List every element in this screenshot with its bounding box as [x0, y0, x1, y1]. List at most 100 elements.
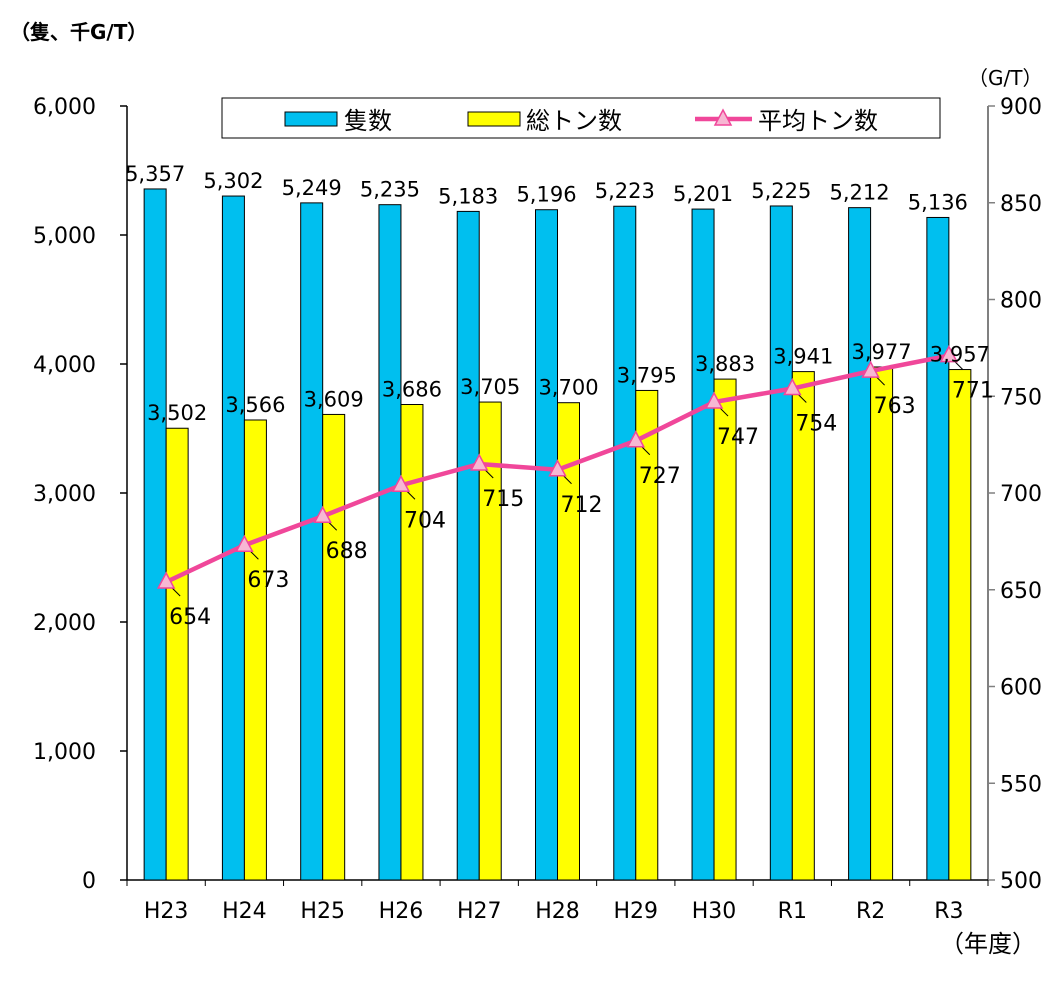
axes-layer: 0 1,000 2,000 3,000 4,000 5,000 6,000 500 550 600… [33, 95, 1042, 924]
line-point-average-tonnage [156, 571, 176, 589]
bar-vessel-count [143, 188, 167, 881]
bar-gross-tonnage [557, 402, 580, 881]
data-label-average-tonnage: 763 [874, 394, 916, 419]
legend-label-gross-tonnage: 総トン数 [526, 107, 622, 135]
y2-tick-label: 850 [1000, 192, 1042, 217]
data-label-average-tonnage: 712 [561, 493, 603, 518]
left-axis-unit: （隻、千G/T） [10, 20, 148, 44]
y-tick-label: 1,000 [33, 740, 96, 765]
data-label-gross-tonnage: 3,795 [617, 363, 677, 387]
data-label-vessel-count: 5,183 [438, 184, 498, 208]
bar-gross-tonnage [243, 419, 267, 881]
data-label-gross-tonnage: 3,941 [773, 345, 833, 369]
y-tick-label: 5,000 [33, 224, 96, 249]
bar-vessel-count [926, 216, 950, 881]
bar-vessel-count [221, 195, 245, 881]
bar-vessel-count [300, 202, 324, 881]
x-tick-label: H29 [613, 899, 658, 924]
bar-vessel-count [691, 208, 715, 881]
y2-tick-label: 600 [1000, 676, 1042, 701]
legend-label-vessel-count: 隻数 [344, 107, 392, 135]
legend-marker-average-tonnage [713, 108, 733, 126]
bar-gross-tonnage [791, 371, 815, 881]
data-label-average-tonnage: 771 [952, 379, 994, 404]
x-tick-label: H27 [457, 899, 502, 924]
data-label-vessel-count: 5,357 [125, 162, 185, 186]
bar-vessel-count [848, 207, 872, 881]
bar-gross-tonnage [635, 389, 659, 881]
line-point-average-tonnage [861, 360, 880, 378]
data-label-average-tonnage: 754 [795, 412, 837, 437]
data-label-vessel-count: 5,201 [673, 182, 733, 206]
data-label-average-tonnage: 704 [404, 508, 446, 533]
data-label-vessel-count: 5,302 [203, 169, 263, 193]
x-tick-label: R3 [934, 899, 963, 924]
y-tick-label: 3,000 [33, 482, 96, 507]
y-tick-label: 0 [82, 869, 96, 894]
bar-vessel-count [769, 205, 793, 881]
x-tick-label: H30 [692, 899, 737, 924]
line-point-average-tonnage [235, 534, 254, 552]
data-label-average-tonnage: 688 [326, 539, 368, 564]
y2-tick-label: 650 [1000, 579, 1042, 604]
data-label-gross-tonnage: 3,705 [460, 375, 520, 399]
data-label-average-tonnage: 715 [482, 487, 524, 512]
x-tick-label: H26 [379, 899, 424, 924]
bar-vessel-count [535, 209, 558, 881]
legend-swatch-vessel-count [284, 111, 338, 127]
line-layer [156, 345, 964, 597]
data-label-average-tonnage: 727 [639, 464, 681, 489]
data-label-gross-tonnage: 3,609 [304, 387, 364, 411]
data-label-gross-tonnage: 3,502 [147, 401, 207, 425]
labels-layer: 5,357 3,502 5,302 3,566 5,249 3,609 5,235 3,686… [125, 162, 994, 630]
y-tick-label: 6,000 [33, 95, 96, 120]
legend-label-average-tonnage: 平均トン数 [758, 107, 878, 135]
y2-tick-label: 700 [1000, 482, 1042, 507]
bar-gross-tonnage [948, 369, 972, 881]
data-label-vessel-count: 5,212 [830, 181, 890, 205]
x-tick-label: H28 [535, 899, 580, 924]
line-point-average-tonnage [626, 430, 646, 448]
y2-tick-label: 550 [1000, 772, 1042, 797]
y2-tick-label: 800 [1000, 289, 1042, 314]
right-axis-unit: （G/T） [968, 66, 1043, 90]
bar-gross-tonnage [713, 378, 737, 881]
data-label-gross-tonnage: 3,700 [538, 376, 598, 400]
bar-gross-tonnage [870, 366, 894, 881]
x-tick-label: R1 [778, 899, 807, 924]
data-label-gross-tonnage: 3,686 [382, 378, 442, 402]
data-label-gross-tonnage: 3,566 [225, 393, 285, 417]
bar-gross-tonnage [322, 413, 346, 881]
line-point-average-tonnage [469, 453, 489, 471]
data-label-vessel-count: 5,223 [595, 179, 655, 203]
bar-gross-tonnage [165, 427, 189, 881]
x-tick-label: H23 [144, 899, 189, 924]
data-label-vessel-count: 5,249 [282, 176, 342, 200]
x-tick-label: R2 [856, 899, 885, 924]
data-label-gross-tonnage: 3,957 [930, 343, 990, 367]
y-tick-label: 4,000 [33, 353, 96, 378]
x-tick-label: H24 [222, 899, 267, 924]
y2-tick-label: 900 [1000, 95, 1042, 120]
bar-vessel-count [378, 204, 402, 881]
line-point-average-tonnage [391, 474, 411, 493]
data-label-vessel-count: 5,235 [360, 178, 420, 202]
bar-gross-tonnage [400, 404, 424, 881]
bar-vessel-count [613, 205, 637, 881]
x-tick-label: H25 [300, 899, 345, 924]
legend-box [221, 97, 941, 139]
data-label-average-tonnage: 673 [247, 568, 289, 593]
data-label-average-tonnage: 654 [169, 605, 211, 630]
bar-vessel-count [456, 210, 480, 881]
data-label-vessel-count: 5,196 [516, 183, 576, 207]
line-point-average-tonnage [548, 459, 567, 477]
line-point-average-tonnage [704, 391, 724, 409]
data-label-average-tonnage: 747 [717, 425, 759, 450]
line-point-average-tonnage [783, 377, 802, 396]
line-point-average-tonnage [313, 505, 332, 523]
y-tick-label: 2,000 [33, 611, 96, 636]
data-label-gross-tonnage: 3,883 [695, 352, 755, 376]
x-axis-unit: （年度） [940, 930, 1036, 958]
legend-swatch-gross-tonnage [467, 111, 521, 127]
data-label-vessel-count: 5,136 [908, 190, 968, 214]
